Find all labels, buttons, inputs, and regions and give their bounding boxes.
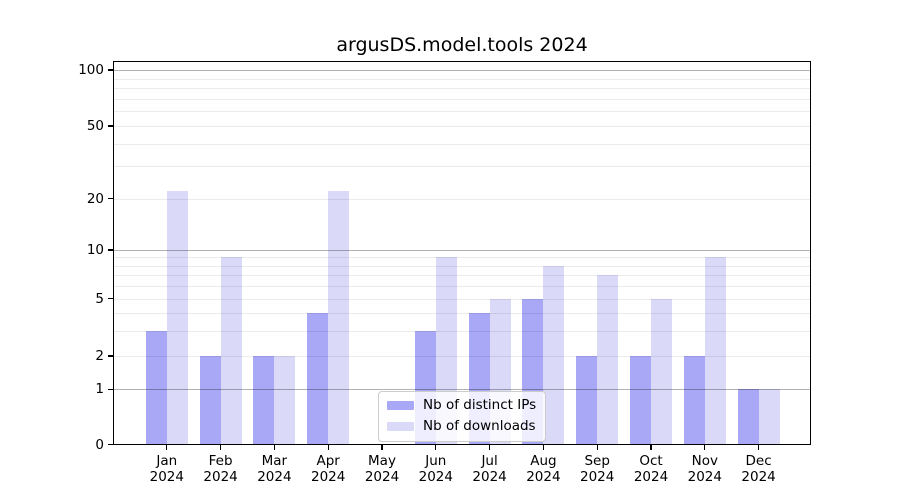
x-tick-label: Jun 2024: [418, 453, 453, 485]
x-tick-label: May 2024: [364, 453, 400, 485]
bar-downloads: [543, 265, 565, 445]
bar-distinct-ips: [145, 330, 167, 445]
x-tick-mark: [273, 445, 276, 450]
legend-item-distinct-ips: Nb of distinct IPs: [387, 397, 536, 414]
x-tick-mark: [542, 445, 545, 450]
bar-downloads: [597, 275, 619, 445]
x-tick-label: Mar 2024: [257, 453, 292, 485]
gridline-minor: [113, 78, 811, 80]
y-tick-mark: [108, 443, 113, 446]
x-tick-mark: [650, 445, 652, 450]
x-tick-label: Aug 2024: [526, 453, 561, 485]
y-tick-label: 1: [95, 381, 104, 398]
bar-downloads: [328, 190, 350, 445]
gridline-major: [113, 250, 811, 251]
y-tick-mark: [108, 249, 113, 251]
legend: Nb of distinct IPs Nb of downloads: [378, 391, 547, 442]
gridline-minor: [113, 330, 811, 332]
x-tick-label: Jul 2024: [472, 453, 507, 485]
gridline-minor: [113, 143, 811, 145]
bar-distinct-ips: [253, 356, 275, 445]
x-tick-mark: [704, 445, 706, 450]
legend-label: Nb of distinct IPs: [423, 397, 537, 413]
legend-swatch-distinct-ips: [387, 401, 414, 410]
bar-distinct-ips: [630, 356, 651, 445]
x-tick-mark: [435, 445, 437, 450]
gridline-minor: [113, 98, 811, 100]
y-tick-label: 0: [95, 436, 104, 453]
x-tick-mark: [596, 445, 598, 450]
gridline-major: [113, 389, 811, 391]
y-tick-label: 10: [86, 242, 104, 258]
y-tick-label: 100: [78, 62, 104, 78]
y-tick-label: 50: [86, 118, 104, 134]
x-tick-mark: [381, 445, 383, 450]
x-tick-label: Nov 2024: [687, 453, 722, 485]
gridline-major: [113, 70, 811, 71]
y-tick-mark: [108, 388, 113, 390]
y-tick-mark: [108, 355, 113, 357]
bar-downloads: [704, 257, 726, 445]
y-tick-mark: [108, 197, 113, 200]
x-tick-mark: [166, 445, 168, 450]
plot-area: [113, 61, 811, 445]
legend-item-downloads: Nb of downloads: [387, 418, 536, 435]
y-tick-label: 20: [86, 190, 104, 207]
gridline-minor: [113, 356, 811, 357]
gridline-minor: [113, 275, 811, 276]
x-tick-label: Feb 2024: [203, 453, 238, 485]
gridline-minor: [113, 265, 811, 267]
gridline-minor: [113, 88, 811, 90]
bar-downloads: [166, 190, 188, 445]
y-tick-mark: [108, 297, 113, 300]
x-tick-mark: [488, 445, 491, 450]
bar-downloads: [274, 356, 296, 445]
x-tick-mark: [219, 445, 222, 450]
bar-downloads: [220, 257, 242, 445]
bar-downloads: [758, 389, 780, 445]
x-tick-label: Jan 2024: [149, 453, 184, 485]
y-tick-label: 2: [95, 348, 104, 364]
x-tick-label: Apr 2024: [311, 453, 346, 485]
x-tick-mark: [757, 445, 760, 450]
chart-title: argusDS.model.tools 2024: [336, 34, 588, 56]
gridline-minor: [113, 298, 811, 300]
x-tick-label: Sep 2024: [580, 453, 615, 485]
gridline-minor: [113, 312, 811, 314]
y-tick-mark: [108, 125, 113, 127]
legend-label: Nb of downloads: [423, 418, 536, 434]
bar-distinct-ips: [576, 356, 598, 445]
gridline-minor: [113, 126, 811, 127]
gridline-minor: [113, 198, 811, 200]
y-tick-mark: [108, 69, 113, 71]
legend-swatch-downloads: [387, 422, 414, 431]
bar-distinct-ips: [199, 356, 221, 445]
y-tick-label: 5: [95, 290, 104, 307]
gridline-minor: [113, 257, 811, 259]
gridline-minor: [113, 166, 811, 168]
gridline-minor: [113, 111, 811, 113]
x-tick-mark: [327, 445, 329, 450]
bar-distinct-ips: [737, 389, 759, 445]
gridline-minor: [113, 285, 811, 287]
bar-distinct-ips: [683, 356, 705, 445]
bar-distinct-ips: [307, 312, 329, 445]
x-tick-label: Oct 2024: [633, 453, 669, 485]
x-tick-label: Dec 2024: [741, 453, 776, 485]
bar-downloads: [651, 298, 672, 445]
